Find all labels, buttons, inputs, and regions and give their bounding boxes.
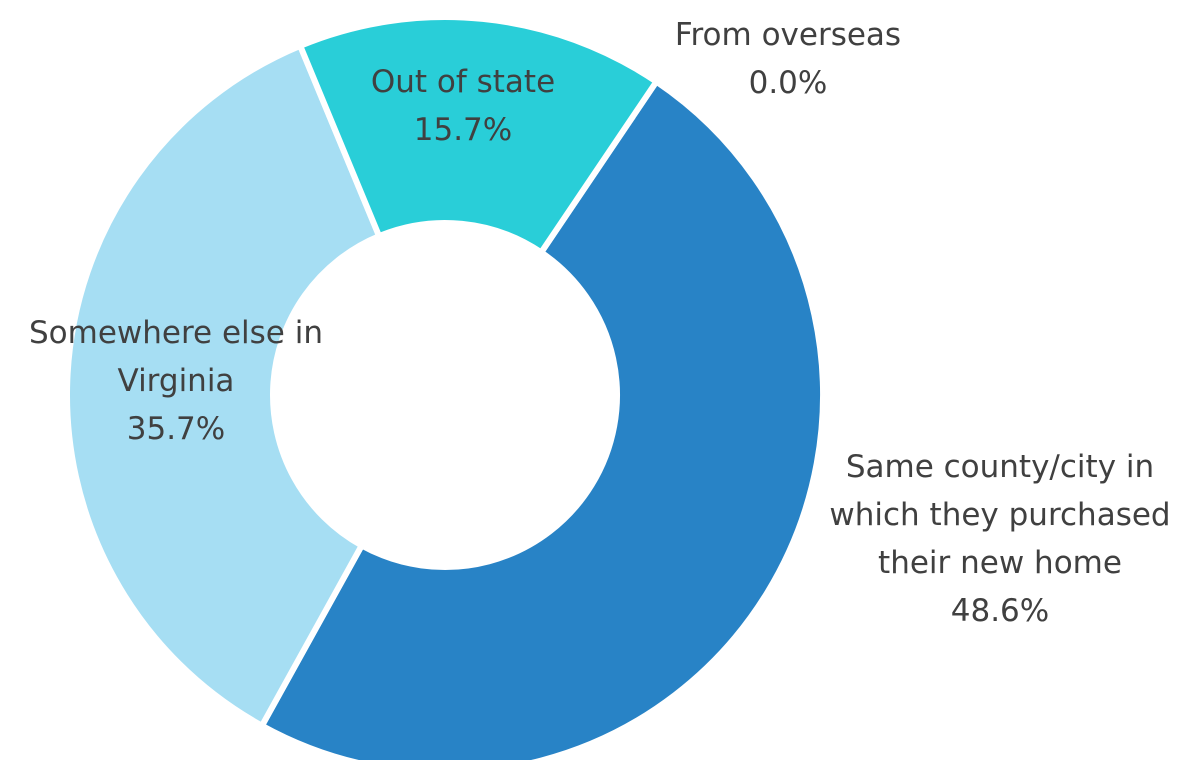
data-label-value: 0.0% xyxy=(749,65,828,101)
slice-label-somewhere-else-in-virginia: Somewhere else in Virginia 35.7% xyxy=(29,315,323,447)
data-label-value: 48.6% xyxy=(951,593,1049,629)
data-label-category-line: From overseas xyxy=(675,17,901,53)
slice-label-same-county-city-in-which-they-purchased-their-new-home: Same county/city in which they purchased t… xyxy=(829,449,1170,629)
slice-label-out-of-state: Out of state 15.7% xyxy=(371,64,555,148)
slice-same-county-city-in-which-they-purchased-their-new-home xyxy=(258,78,826,760)
labels-layer: Same county/city in which they purchased t… xyxy=(29,17,1171,629)
data-label-value: 35.7% xyxy=(127,411,225,447)
slice-out-of-state xyxy=(297,14,660,256)
data-label-category-line: Same county/city in xyxy=(846,449,1154,485)
data-label-category-line: which they purchased xyxy=(829,497,1170,533)
data-label-category-line: Virginia xyxy=(118,363,235,399)
slices-layer xyxy=(64,14,826,760)
slice-label-from-overseas: From overseas 0.0% xyxy=(675,17,901,101)
data-label-category-line: their new home xyxy=(878,545,1122,581)
data-label-category-line: Out of state xyxy=(371,64,555,100)
data-label-category-line: Somewhere else in xyxy=(29,315,323,351)
data-label-value: 15.7% xyxy=(414,112,512,148)
slice-somewhere-else-in-virginia xyxy=(64,42,383,729)
